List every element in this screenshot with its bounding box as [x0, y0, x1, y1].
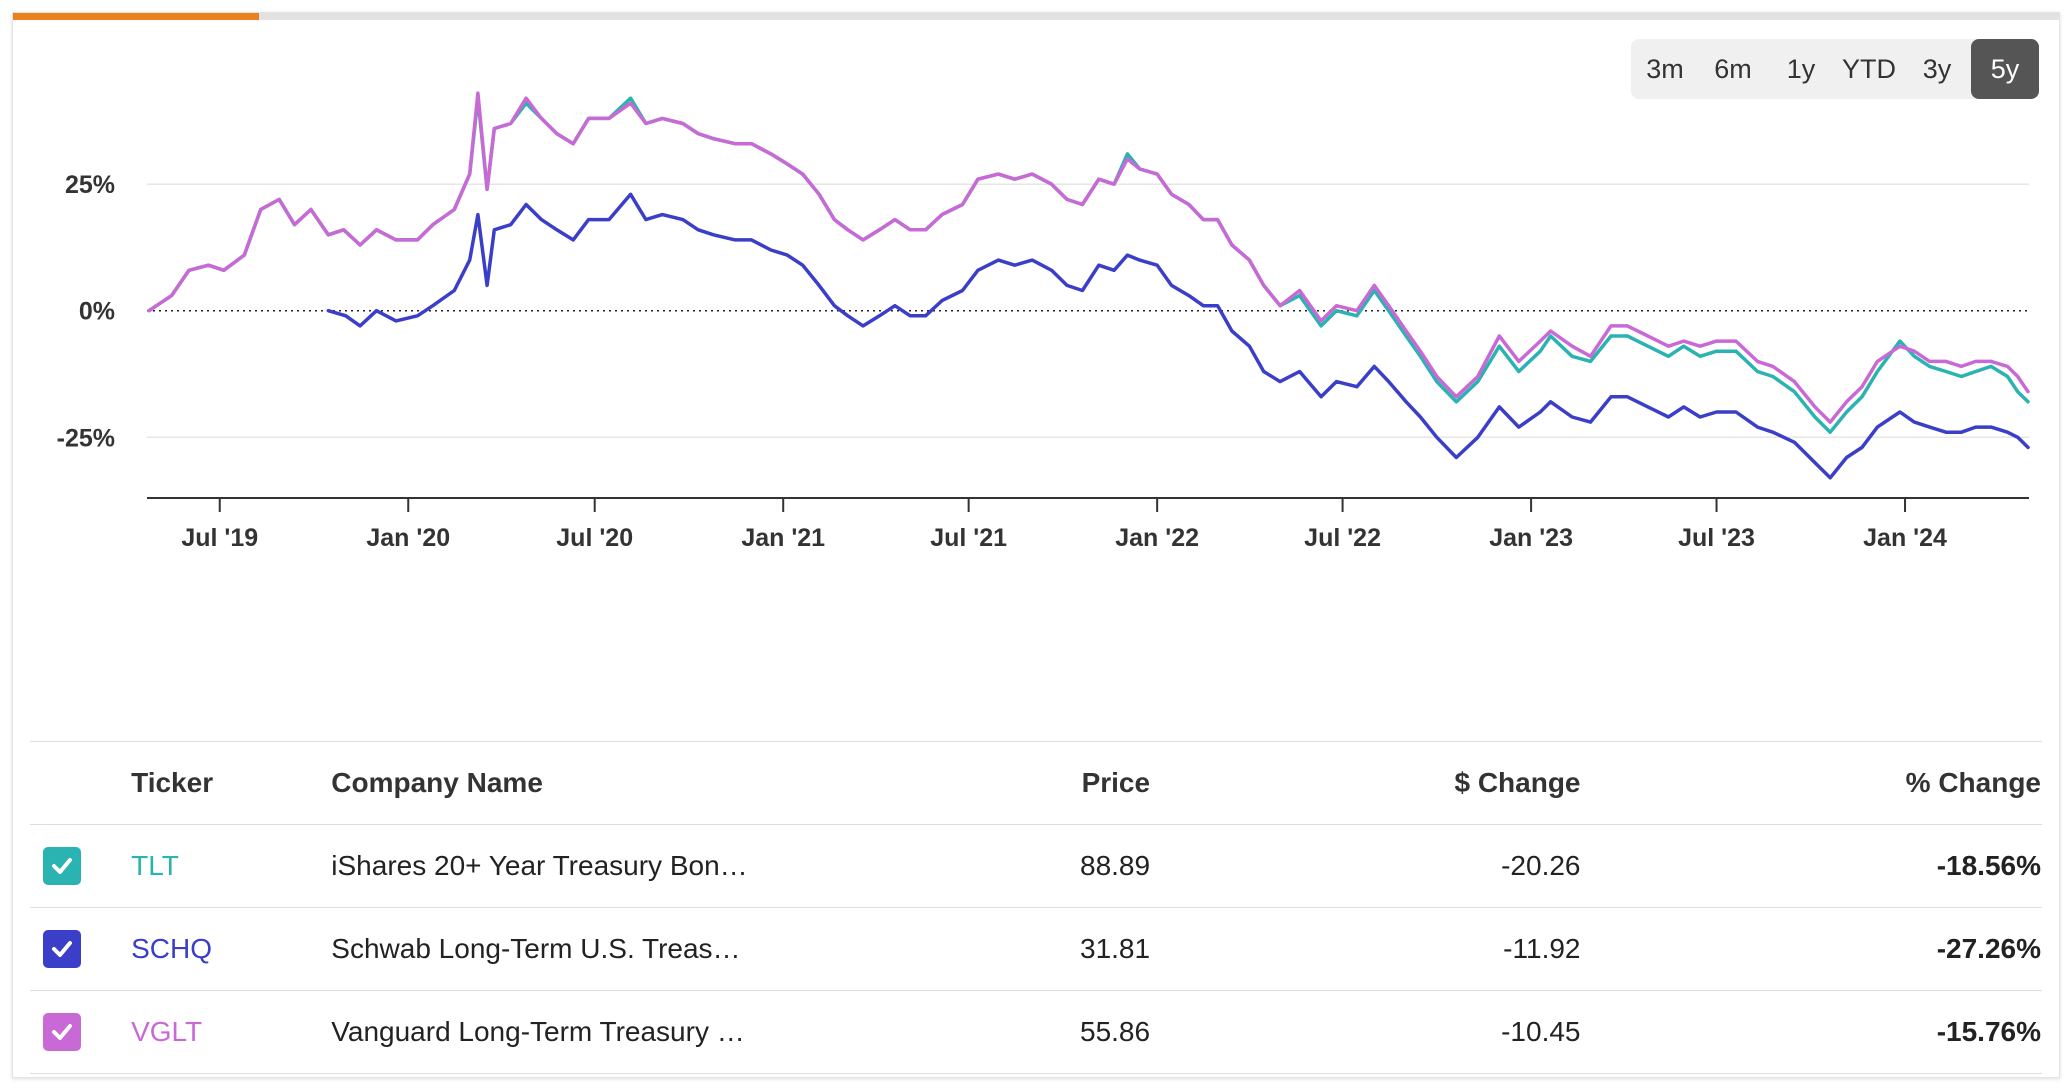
x-tick-label: Jan '22	[1115, 524, 1199, 552]
company-name: Schwab Long-Term U.S. Treas…	[330, 907, 791, 991]
chart-card: 3m 6m 1y YTD 3y 5y 25% 0% -25% Jul '19 Jan '…	[12, 12, 2060, 1078]
table-row: VGLT Vanguard Long-Term Treasury … 55.86…	[30, 990, 2042, 1074]
price-value: 88.89	[790, 824, 1152, 908]
company-name: iShares 20+ Year Treasury Bon…	[330, 824, 791, 908]
x-tick-label: Jan '24	[1863, 524, 1947, 552]
series-line-vglt	[147, 91, 2030, 424]
range-button-6m[interactable]: 6m	[1714, 54, 1752, 84]
ticker-symbol[interactable]: TLT	[130, 824, 331, 908]
y-tick-label: -25%	[57, 424, 115, 452]
company-name: Vanguard Long-Term Treasury …	[330, 990, 791, 1074]
range-button-1y[interactable]: 1y	[1786, 54, 1816, 84]
dollar-change-value: -11.92	[1151, 907, 1582, 991]
header-ticker[interactable]: Ticker	[130, 741, 331, 825]
ticker-symbol[interactable]: SCHQ	[130, 907, 331, 991]
header-pct-change[interactable]: % Change	[1581, 741, 2042, 825]
x-tick-label: Jul '21	[930, 524, 1007, 552]
series-line-schq	[326, 192, 2030, 480]
table-row: SCHQ Schwab Long-Term U.S. Treas… 31.81 …	[30, 907, 2042, 991]
x-tick-label: Jan '21	[741, 524, 825, 552]
dollar-change-value: -20.26	[1151, 824, 1582, 908]
range-button-3m[interactable]: 3m	[1646, 54, 1684, 84]
range-button-ytd[interactable]: YTD	[1842, 54, 1896, 84]
series-line-tlt	[147, 96, 2030, 434]
pct-change-value: -27.26%	[1581, 907, 2042, 991]
loading-progress-fill	[13, 13, 259, 20]
x-tick-label: Jan '20	[366, 524, 450, 552]
time-range-selector: 3m 6m 1y YTD 3y 5y	[1631, 39, 2039, 99]
x-tick-label: Jul '23	[1678, 524, 1755, 552]
header-price[interactable]: Price	[790, 741, 1152, 825]
range-button-3y[interactable]: 3y	[1922, 54, 1952, 84]
table-row: TLT iShares 20+ Year Treasury Bon… 88.89…	[30, 824, 2042, 908]
price-value: 55.86	[790, 990, 1152, 1074]
check-icon	[52, 858, 72, 874]
x-tick-label: Jan '23	[1489, 524, 1573, 552]
header-dollar-change[interactable]: $ Change	[1151, 741, 1582, 825]
price-value: 31.81	[790, 907, 1152, 991]
pct-change-value: -15.76%	[1581, 990, 2042, 1074]
check-icon	[52, 1024, 72, 1040]
check-icon	[52, 941, 72, 957]
y-tick-label: 25%	[65, 171, 115, 199]
ticker-symbol[interactable]: VGLT	[130, 990, 331, 1074]
x-tick-label: Jul '19	[181, 524, 258, 552]
table-header-row: Ticker Company Name Price $ Change % Cha…	[30, 741, 2042, 825]
header-company-name[interactable]: Company Name	[330, 741, 791, 825]
range-button-5y[interactable]: 5y	[1971, 39, 2039, 99]
x-tick-label: Jul '22	[1304, 524, 1381, 552]
checkbox-vglt[interactable]	[43, 1013, 81, 1051]
x-tick-label: Jul '20	[556, 524, 633, 552]
checkbox-schq[interactable]	[43, 930, 81, 968]
pct-change-value: -18.56%	[1581, 824, 2042, 908]
dollar-change-value: -10.45	[1151, 990, 1582, 1074]
y-tick-label: 0%	[79, 298, 115, 326]
checkbox-tlt[interactable]	[43, 847, 81, 885]
loading-progress-bar	[13, 13, 2059, 20]
ticker-table: Ticker Company Name Price $ Change % Cha…	[30, 741, 2042, 1074]
performance-line-chart: 25% 0% -25% Jul '19 Jan '20 Jul '20 Jan '21 Jul…	[57, 91, 2030, 552]
